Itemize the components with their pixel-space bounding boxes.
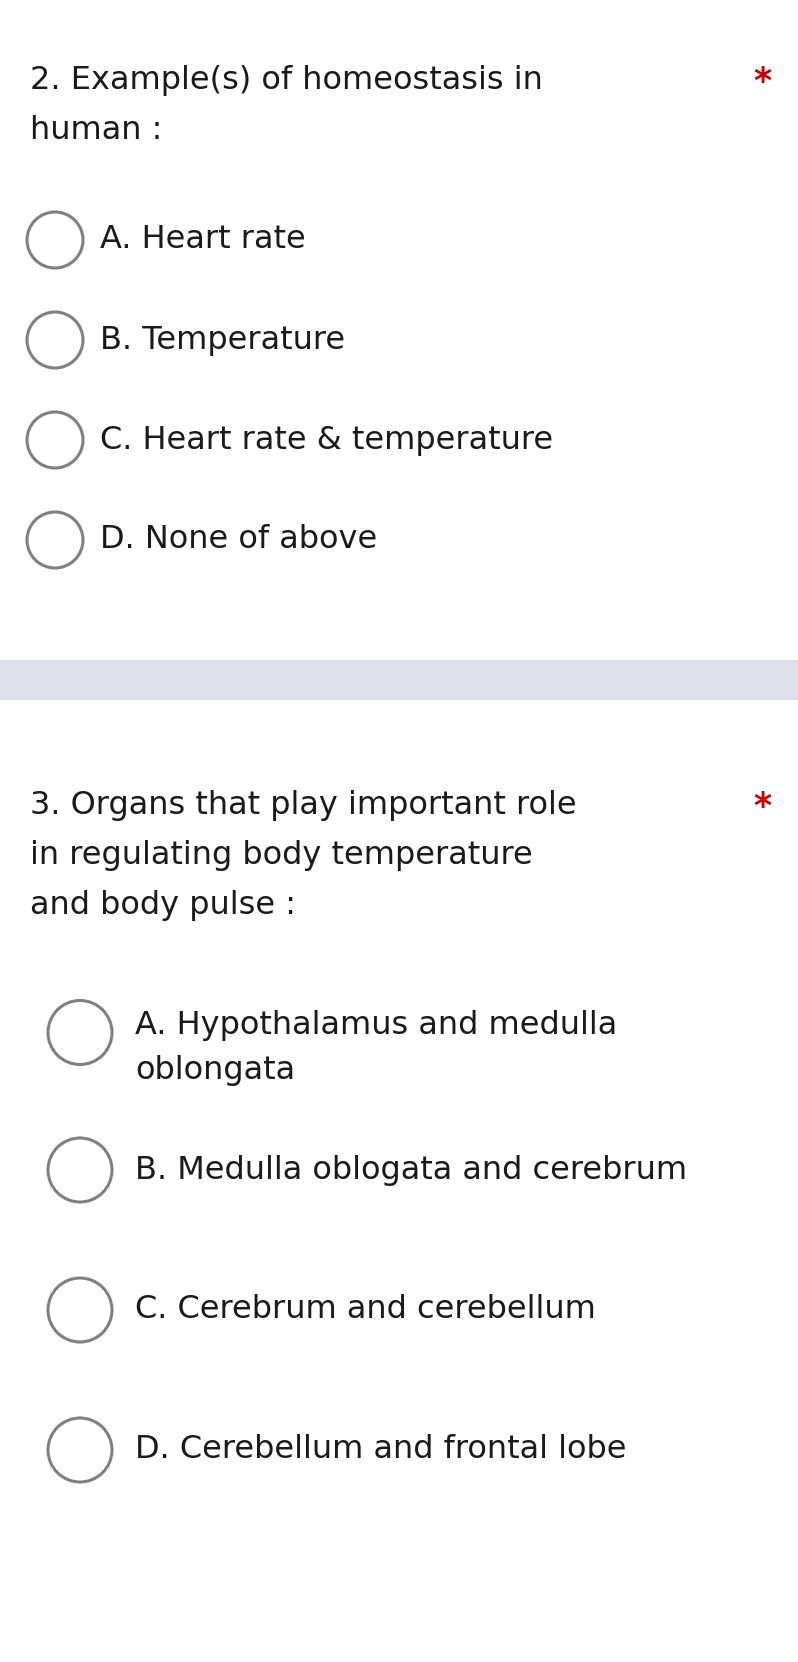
Text: D. Cerebellum and frontal lobe: D. Cerebellum and frontal lobe xyxy=(135,1434,626,1466)
Ellipse shape xyxy=(48,1418,112,1483)
Text: *: * xyxy=(753,789,771,824)
Text: in regulating body temperature: in regulating body temperature xyxy=(30,839,533,871)
Text: D. None of above: D. None of above xyxy=(100,525,377,555)
Text: and body pulse :: and body pulse : xyxy=(30,889,296,921)
Text: *: * xyxy=(753,65,771,100)
Text: A. Hypothalamus and medulla: A. Hypothalamus and medulla xyxy=(135,1010,617,1040)
Text: A. Heart rate: A. Heart rate xyxy=(100,224,306,256)
Text: oblongata: oblongata xyxy=(135,1055,295,1085)
Text: human :: human : xyxy=(30,115,162,146)
Bar xyxy=(0,660,798,700)
Text: 3. Organs that play important role: 3. Organs that play important role xyxy=(30,789,577,821)
Ellipse shape xyxy=(48,1138,112,1202)
Ellipse shape xyxy=(27,312,83,367)
Ellipse shape xyxy=(27,213,83,268)
Ellipse shape xyxy=(27,512,83,568)
Ellipse shape xyxy=(27,412,83,469)
Text: C. Cerebrum and cerebellum: C. Cerebrum and cerebellum xyxy=(135,1295,596,1326)
Text: B. Medulla oblogata and cerebrum: B. Medulla oblogata and cerebrum xyxy=(135,1155,687,1185)
Text: 2. Example(s) of homeostasis in: 2. Example(s) of homeostasis in xyxy=(30,65,543,96)
Ellipse shape xyxy=(48,1001,112,1064)
Text: C. Heart rate & temperature: C. Heart rate & temperature xyxy=(100,424,553,455)
Text: B. Temperature: B. Temperature xyxy=(100,324,345,356)
Ellipse shape xyxy=(48,1278,112,1341)
